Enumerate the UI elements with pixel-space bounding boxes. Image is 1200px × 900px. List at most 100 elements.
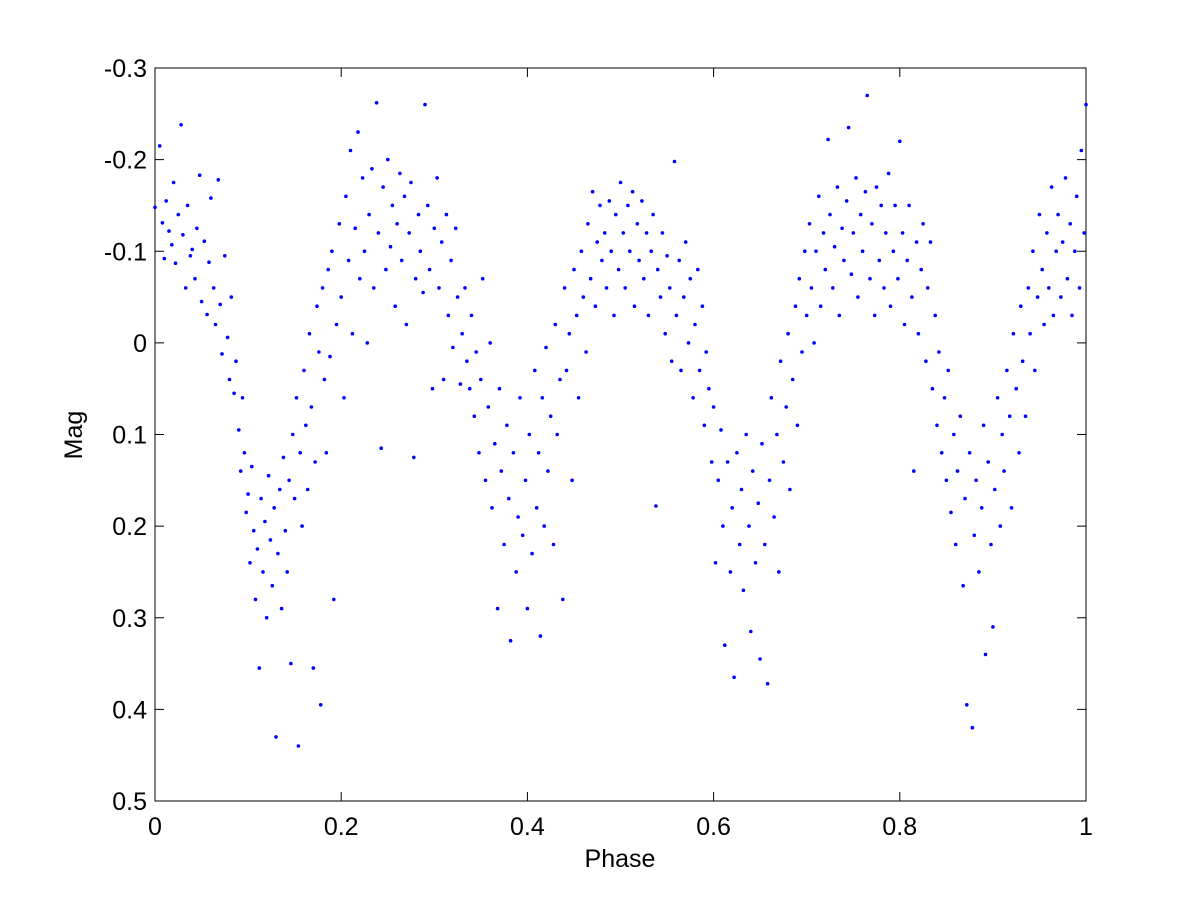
data-point: [261, 570, 265, 574]
data-point: [264, 615, 269, 620]
data-point: [393, 304, 398, 309]
data-point: [868, 276, 872, 281]
data-point: [991, 625, 995, 629]
data-point: [263, 519, 267, 524]
data-point: [1007, 414, 1012, 419]
data-point: [404, 322, 409, 327]
data-point: [949, 510, 953, 515]
data-point: [367, 212, 371, 217]
data-point: [287, 478, 291, 483]
data-point: [891, 249, 896, 253]
data-point: [668, 286, 672, 290]
data-point: [793, 304, 798, 309]
data-point: [925, 286, 930, 290]
data-point: [981, 423, 986, 428]
data-point: [257, 666, 262, 670]
data-point: [704, 350, 708, 354]
data-point: [677, 258, 681, 263]
data-point: [586, 222, 590, 226]
data-point: [162, 256, 167, 261]
y-tick-label: -0.2: [104, 147, 147, 175]
data-point: [870, 222, 874, 226]
data-point: [370, 167, 374, 171]
data-point: [955, 469, 960, 473]
data-point: [590, 189, 595, 194]
data-point: [688, 276, 693, 281]
data-point: [465, 359, 469, 364]
data-point: [315, 304, 319, 309]
data-point: [546, 469, 550, 473]
data-point: [977, 570, 981, 574]
data-point: [1079, 148, 1084, 153]
data-point: [1023, 414, 1028, 419]
data-point: [520, 533, 525, 538]
y-tick-label: 0.1: [112, 422, 147, 450]
data-point: [879, 203, 883, 208]
data-point: [551, 542, 556, 547]
data-point: [854, 176, 858, 180]
data-point: [817, 194, 821, 199]
data-point: [548, 414, 553, 419]
data-point: [326, 267, 331, 272]
data-point: [898, 139, 902, 144]
data-point: [777, 570, 781, 574]
data-point: [874, 185, 879, 189]
data-point: [322, 377, 327, 382]
data-point: [986, 460, 990, 464]
data-point: [289, 661, 293, 666]
data-point: [812, 341, 816, 345]
data-point: [395, 222, 399, 226]
data-point: [707, 386, 711, 391]
data-point: [930, 386, 935, 391]
data-point: [974, 478, 978, 483]
data-point: [418, 249, 423, 253]
data-point: [797, 276, 802, 281]
data-point: [686, 341, 691, 345]
data-point: [499, 469, 504, 473]
data-point: [840, 226, 844, 231]
data-point: [304, 423, 308, 428]
data-point: [324, 451, 329, 455]
data-point: [832, 244, 837, 249]
data-point: [595, 240, 599, 244]
data-point: [961, 583, 965, 588]
data-point: [1084, 102, 1088, 107]
data-point: [1031, 249, 1035, 253]
data-point: [916, 331, 921, 336]
data-point: [379, 446, 384, 451]
data-point: [479, 377, 483, 382]
data-point: [658, 295, 663, 299]
data-point: [1070, 313, 1074, 318]
data-point: [642, 276, 646, 281]
axis-tick-labels: 0 0.2 0.4 0.6 0.8 1 -0.3 -0.2 -0.1 0 0.1 0.2 0.3 0.4 0…: [104, 55, 1093, 841]
data-point: [211, 286, 216, 290]
data-point: [623, 286, 627, 290]
data-point: [872, 313, 877, 318]
data-point: [318, 703, 323, 707]
data-point: [640, 199, 644, 203]
data-point: [709, 460, 714, 464]
data-point: [858, 212, 863, 217]
data-point: [353, 226, 358, 231]
data-point: [502, 542, 506, 547]
data-point: [558, 377, 562, 382]
data-point: [902, 322, 907, 327]
data-point: [612, 313, 616, 318]
data-point: [398, 171, 402, 176]
data-point: [530, 551, 534, 556]
data-point: [713, 561, 718, 565]
data-point: [250, 464, 254, 469]
data-point: [993, 487, 997, 492]
data-point: [882, 286, 886, 290]
data-point: [644, 231, 649, 235]
data-point: [294, 396, 299, 400]
data-point: [1045, 231, 1049, 235]
data-point: [164, 199, 168, 203]
data-point: [849, 272, 854, 277]
data-point: [607, 199, 612, 203]
data-point: [924, 359, 928, 364]
data-point: [567, 331, 572, 336]
data-point: [983, 652, 988, 657]
data-point: [232, 391, 236, 396]
